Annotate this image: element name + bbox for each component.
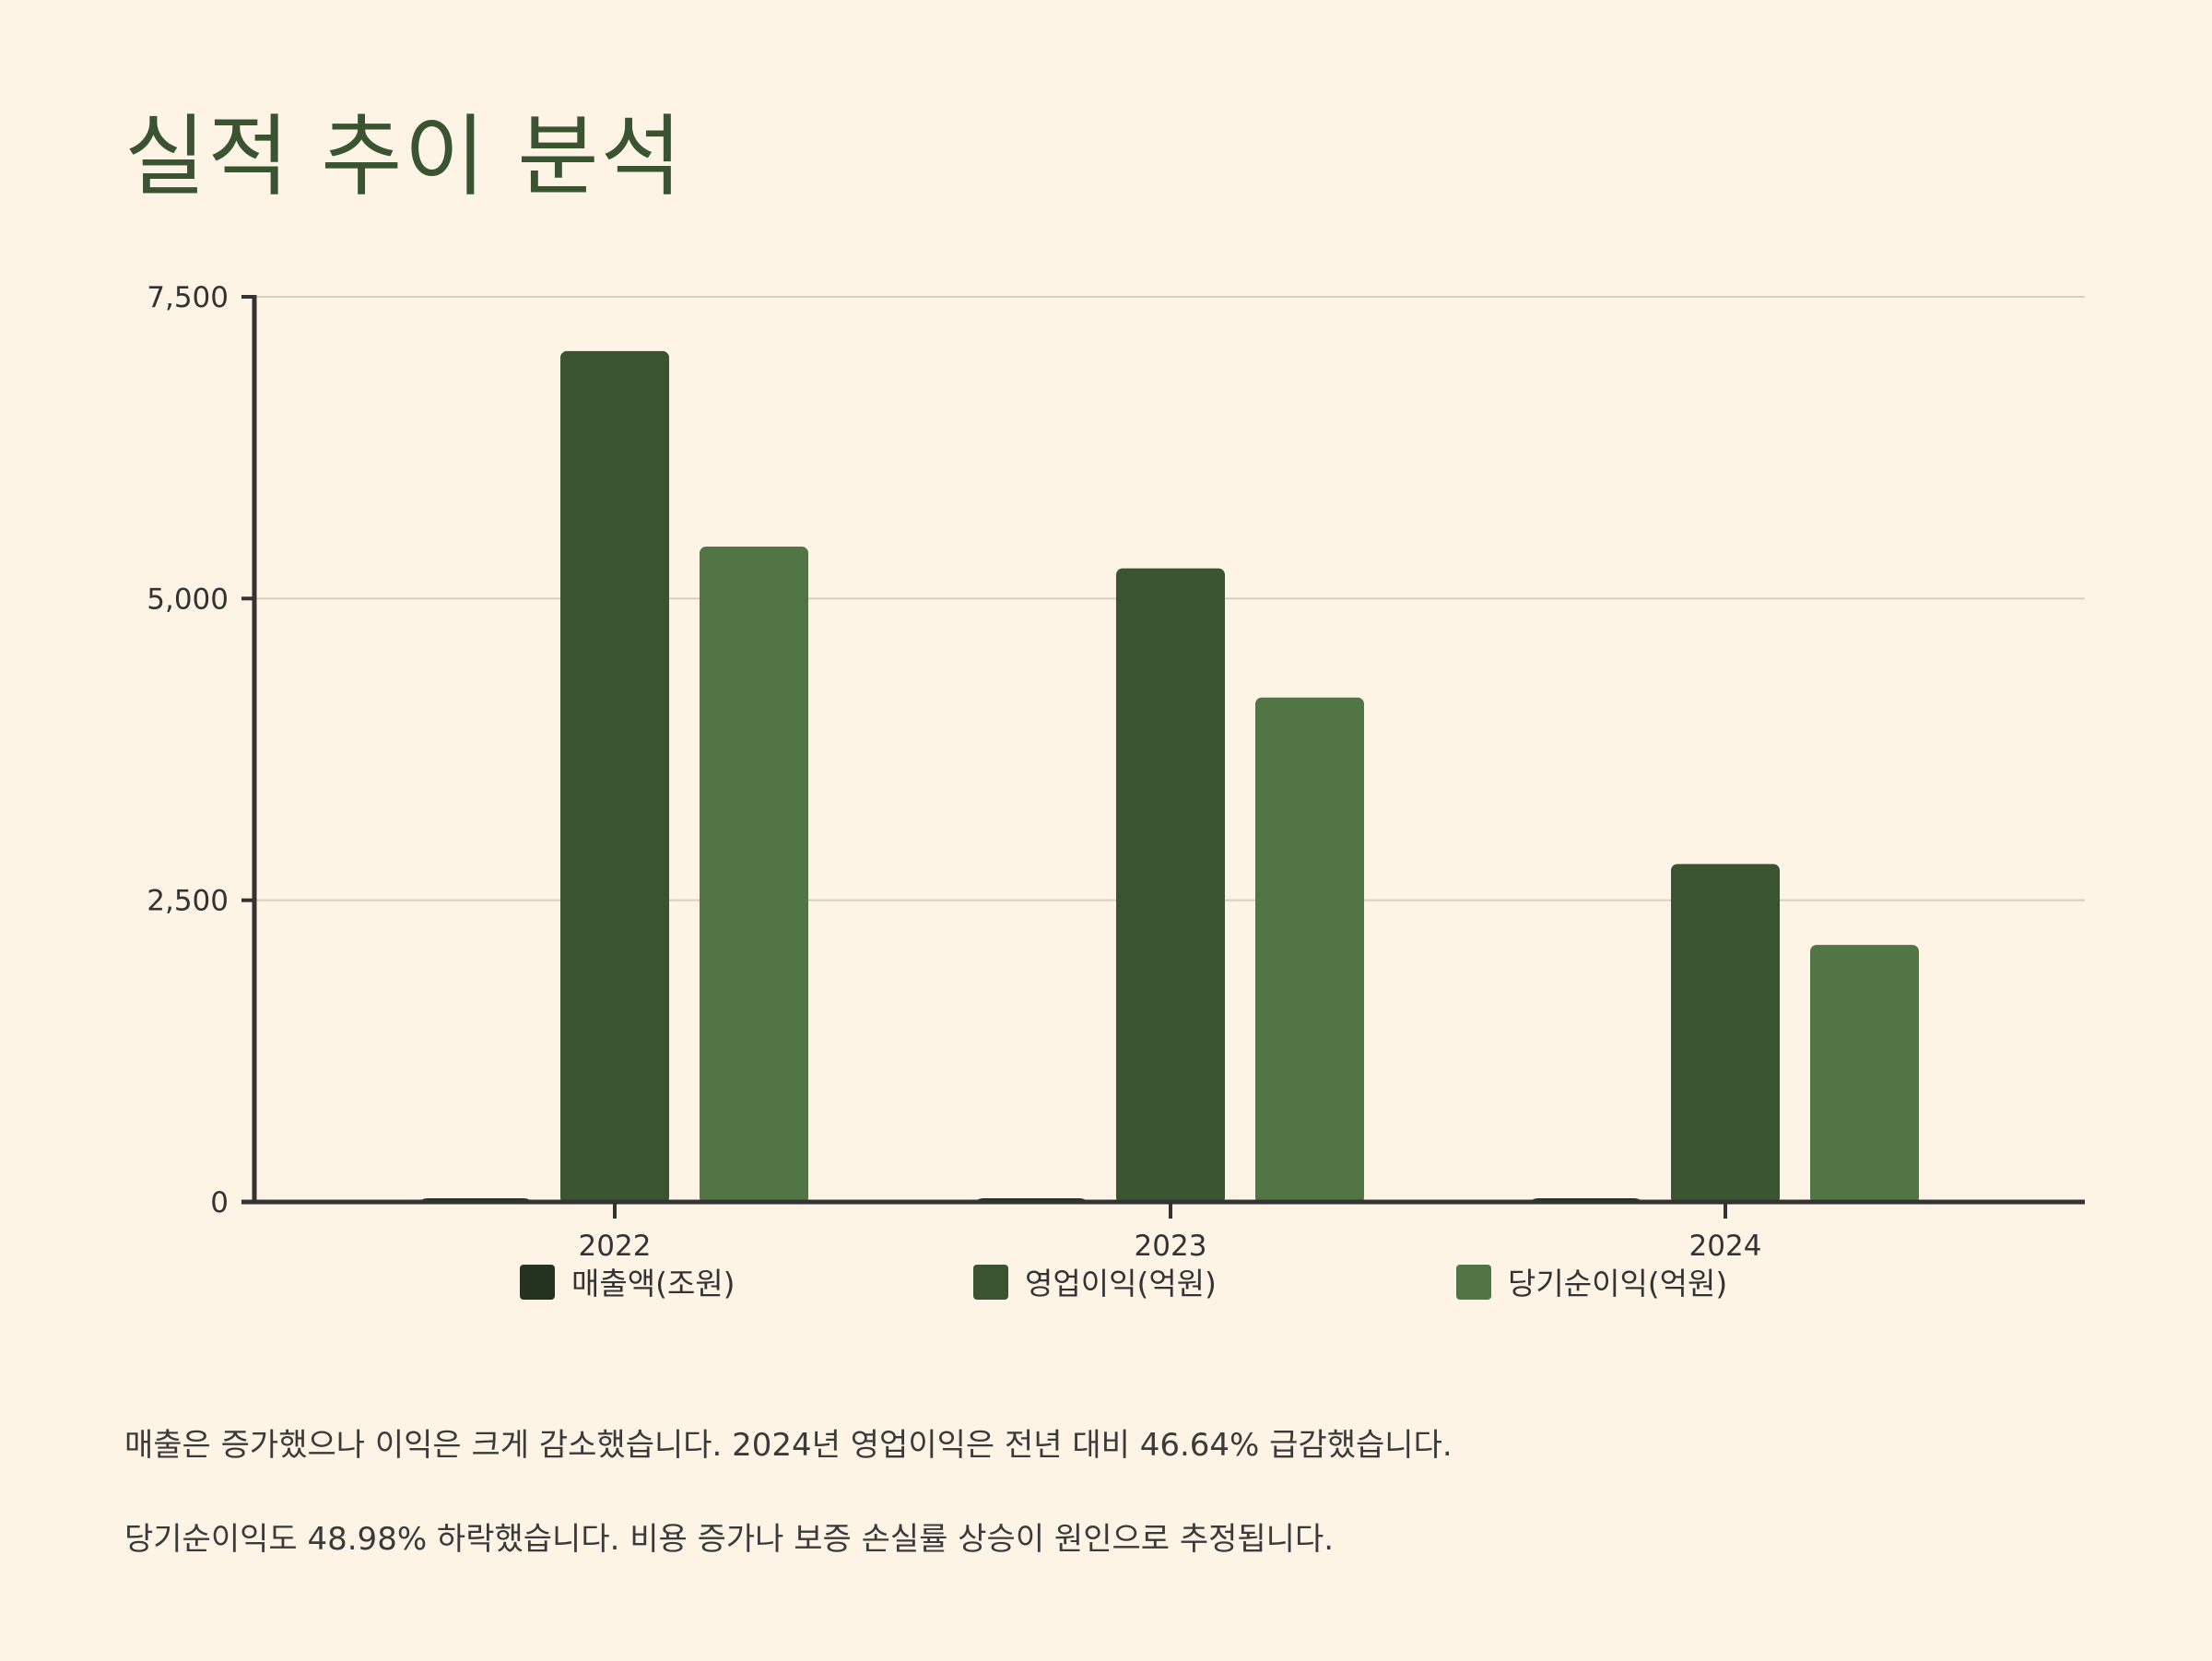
- bar-2024-series-1: [1671, 864, 1780, 1204]
- x-tick-label: 2023: [1135, 1230, 1207, 1263]
- legend: 매출액(조원) 영업이익(억원) 당기순이익(억원): [520, 1265, 1727, 1302]
- bar-2022-series-1: [560, 350, 669, 1204]
- legend-swatch: [520, 1265, 555, 1300]
- legend-label: 당기순이익(억원): [1508, 1266, 1727, 1302]
- y-tick-label: 2,500: [147, 885, 229, 918]
- legend-label: 매출액(조원): [571, 1266, 735, 1302]
- bars: [421, 350, 1919, 1204]
- y-tick-label: 5,000: [147, 583, 229, 616]
- bar-chart: 0 2,500 5,000 7,500 2022 2023 2024 매출액(조원) 영업이익…: [147, 281, 2085, 1302]
- y-tick-label: 0: [210, 1186, 229, 1219]
- bar-2022-series-2: [700, 547, 808, 1204]
- bar-2024-series-2: [1810, 945, 1919, 1204]
- page-title: 실적 추이 분석: [124, 105, 684, 208]
- summary-text-1: 매출은 증가했으나 이익은 크게 감소했습니다. 2024년 영업이익은 전년 …: [124, 1427, 1453, 1464]
- x-tick-label: 2024: [1689, 1230, 1762, 1263]
- legend-swatch: [973, 1265, 1008, 1300]
- x-tick-label: 2022: [579, 1230, 652, 1263]
- legend-swatch: [1456, 1265, 1491, 1300]
- y-tick-label: 7,500: [147, 281, 229, 314]
- bar-2023-series-2: [1255, 697, 1364, 1204]
- legend-label: 영업이익(억원): [1025, 1266, 1217, 1302]
- axes: 0 2,500 5,000 7,500 2022 2023 2024: [147, 281, 2085, 1263]
- bar-2023-series-1: [1116, 568, 1225, 1204]
- summary-text-2: 당기순이익도 48.98% 하락했습니다. 비용 증가나 보증 손실률 상승이 …: [124, 1521, 1335, 1558]
